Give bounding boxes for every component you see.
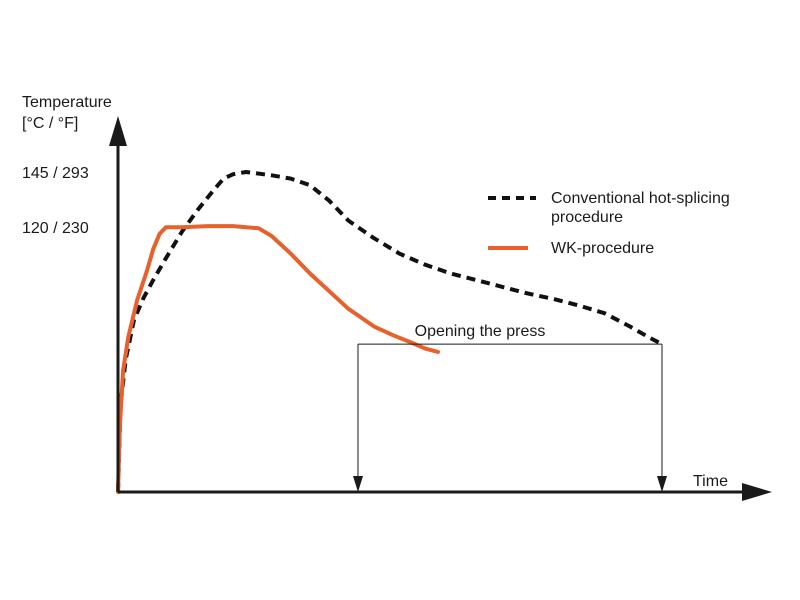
legend: Conventional hot-splicing procedure WK-p… xyxy=(488,190,730,257)
y-tick-labels: 145 / 293 120 / 230 xyxy=(22,165,89,237)
series-layer xyxy=(116,170,663,494)
x-axis-arrowhead xyxy=(742,483,772,501)
x-axis-label: Time xyxy=(693,473,728,490)
opening-press-arrowhead-conventional xyxy=(657,476,667,492)
y-axis-arrowhead xyxy=(109,116,127,146)
opening-press-annotation: Opening the press xyxy=(353,323,667,492)
series-line-wk xyxy=(116,224,440,494)
y-axis-label: Temperature xyxy=(22,94,112,111)
series-line-conventional xyxy=(116,170,663,493)
legend-label-wk: WK-procedure xyxy=(551,240,654,257)
opening-press-arrowhead-wk xyxy=(353,476,363,492)
y-axis-unit: [°C / °F] xyxy=(22,115,78,132)
y-tick-label-120: 120 / 230 xyxy=(22,220,89,237)
opening-press-label: Opening the press xyxy=(415,323,546,340)
legend-label-conventional: Conventional hot-splicing xyxy=(551,190,730,207)
legend-label-conventional-line2: procedure xyxy=(551,209,623,226)
y-tick-label-145: 145 / 293 xyxy=(22,165,89,182)
